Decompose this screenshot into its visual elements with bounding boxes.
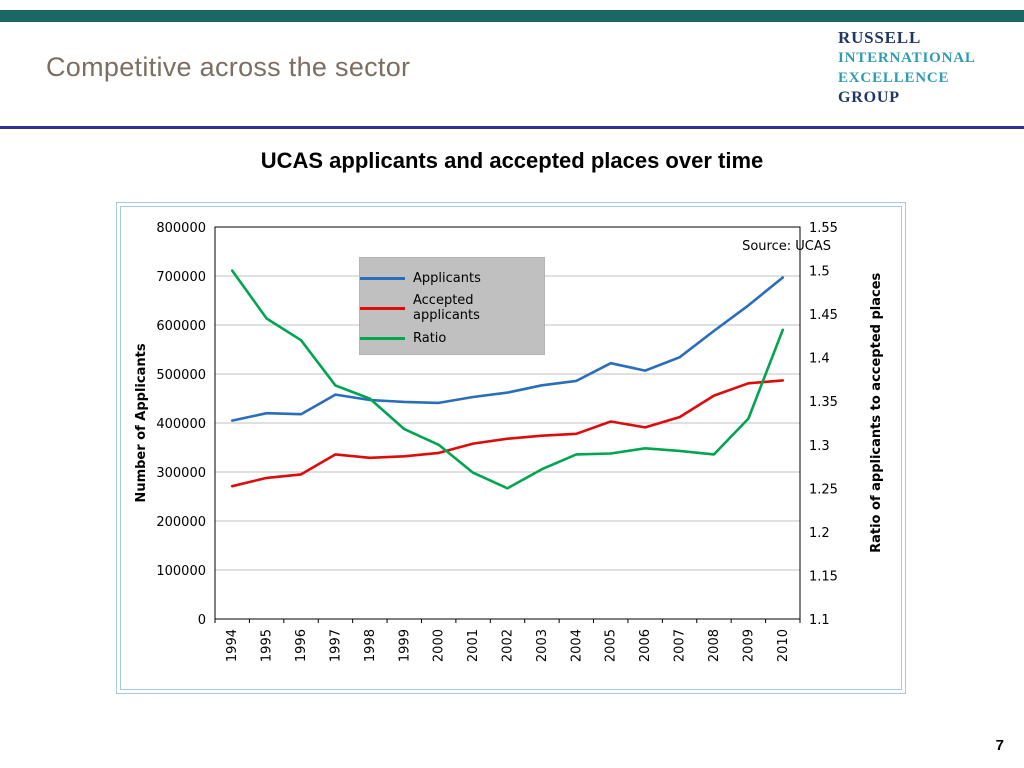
y-left-tick-label: 300000 — [156, 466, 206, 481]
chart-svg: 0 100000 200000 300000 400000 500000 600000 700… — [156, 221, 838, 662]
chart-area: 0 100000 200000 300000 400000 500000 600000 700… — [127, 213, 895, 683]
logo-line-group: GROUP — [838, 89, 900, 106]
x-tick-label: 2002 — [501, 629, 516, 662]
legend-item-applicants: Applicants — [360, 263, 544, 293]
legend-label: Accepted applicants — [413, 293, 480, 323]
x-tick-label: 2006 — [638, 629, 653, 662]
y-left-tick-label: 0 — [198, 613, 206, 628]
x-tick-label: 1997 — [328, 629, 343, 662]
legend-item-accepted: Accepted applicants — [360, 293, 544, 323]
header-divider — [0, 126, 1024, 129]
y-right-tick-label: 1.55 — [809, 221, 838, 236]
right-axis-title: Ratio of applicants to accepted places — [869, 272, 885, 553]
x-tick-label: 2010 — [776, 629, 791, 662]
legend-line-sample-blue — [360, 276, 405, 280]
y-left-tick-label: 500000 — [156, 368, 206, 383]
x-tick-label: 1999 — [397, 629, 412, 662]
x-tick-label: 2007 — [673, 629, 688, 662]
y-right-tick-label: 1.2 — [809, 526, 830, 541]
y-right-tick-label: 1.1 — [809, 613, 830, 628]
x-tick-label: 1996 — [294, 629, 309, 662]
chart-frame: 0 100000 200000 300000 400000 500000 600000 700… — [116, 202, 906, 694]
series-line-ratio — [230, 269, 785, 490]
y-right-tick-label: 1.3 — [809, 439, 830, 454]
source-label: Source: UCAS — [742, 239, 831, 254]
x-tick-label: 2004 — [569, 629, 584, 662]
x-tick-label: 2005 — [604, 629, 619, 662]
legend-label: Ratio — [413, 330, 447, 346]
chart-legend: Applicants Accepted applicants Ratio — [359, 257, 545, 355]
x-tick-label: 2009 — [741, 629, 756, 662]
x-tick-label: 2001 — [466, 629, 481, 662]
y-right-tick-label: 1.15 — [809, 569, 838, 584]
y-right-tick-label: 1.4 — [809, 352, 830, 367]
series-line-applicants — [230, 276, 785, 422]
legend-line-sample-red — [360, 306, 405, 310]
y-left-tick-label: 800000 — [156, 221, 206, 236]
legend-line-sample-green — [360, 336, 405, 340]
y-left-tick-label: 200000 — [156, 515, 206, 530]
russell-group-logo: RUSSELL INTERNATIONAL EXCELLENCE GROUP — [838, 28, 976, 108]
series-line-accepted-applicants — [230, 379, 785, 488]
left-axis-title: Number of Applicants — [134, 343, 149, 503]
y-right-tick-label: 1.25 — [809, 482, 838, 497]
chart-title: UCAS applicants and accepted places over… — [260, 148, 764, 173]
x-tick-label: 1994 — [225, 629, 240, 662]
legend-label: Applicants — [413, 270, 481, 286]
y-right-tick-label: 1.35 — [809, 395, 838, 410]
x-tick-label: 2003 — [535, 629, 550, 662]
logo-line-excellence: EXCELLENCE — [838, 70, 950, 86]
x-tick-label: 1998 — [363, 629, 378, 662]
legend-item-ratio: Ratio — [360, 323, 544, 353]
logo-line-russell: RUSSELL — [838, 28, 922, 47]
plot-border — [214, 226, 801, 620]
logo-line-international: INTERNATIONAL — [838, 50, 976, 66]
y-left-tick-label: 700000 — [156, 270, 206, 285]
top-accent-bar — [0, 10, 1024, 22]
y-left-tick-label: 100000 — [156, 564, 206, 579]
y-left-tick-label: 600000 — [156, 319, 206, 334]
x-tick-label: 2008 — [707, 629, 722, 662]
y-left-tick-label: 400000 — [156, 417, 206, 432]
page-number: 7 — [995, 737, 1004, 754]
slide-title: Competitive across the sector — [46, 52, 411, 82]
x-tick-label: 2000 — [432, 629, 447, 662]
y-right-tick-label: 1.45 — [809, 308, 838, 323]
y-right-tick-label: 1.5 — [809, 265, 830, 280]
x-tick-label: 1995 — [260, 629, 275, 662]
